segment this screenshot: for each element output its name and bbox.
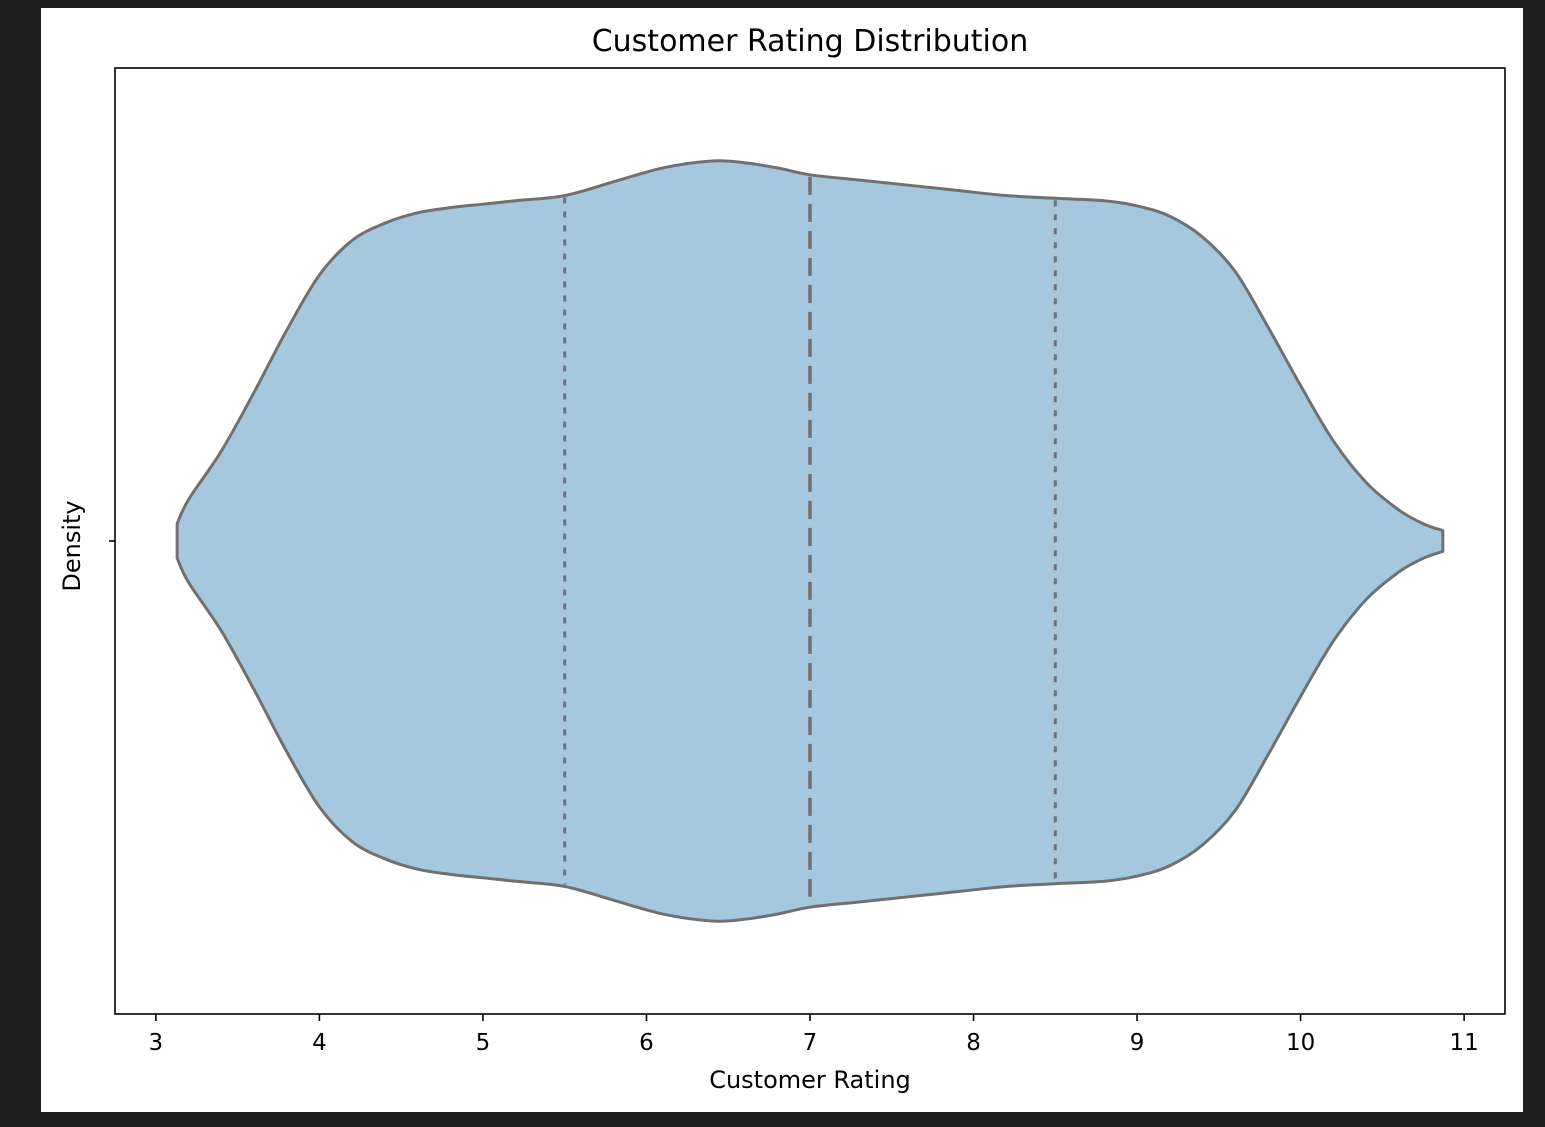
x-tick-label-8: 8 xyxy=(966,1030,981,1056)
x-tick-label-6: 6 xyxy=(639,1030,654,1056)
x-axis-ticks: 3 4 5 6 7 8 9 10 11 xyxy=(149,1014,1479,1056)
x-tick-label-3: 3 xyxy=(149,1030,164,1056)
x-tick-label-5: 5 xyxy=(476,1030,491,1056)
quartile-lines xyxy=(563,176,1057,906)
x-tick-label-4: 4 xyxy=(312,1030,327,1056)
y-axis-label: Density xyxy=(58,500,86,591)
chart-title: Customer Rating Distribution xyxy=(592,24,1029,59)
x-tick-label-9: 9 xyxy=(1130,1030,1145,1056)
x-tick-label-10: 10 xyxy=(1286,1030,1315,1056)
x-tick-label-11: 11 xyxy=(1449,1030,1478,1056)
x-tick-label-7: 7 xyxy=(803,1030,818,1056)
x-axis-label: Customer Rating xyxy=(709,1066,911,1094)
